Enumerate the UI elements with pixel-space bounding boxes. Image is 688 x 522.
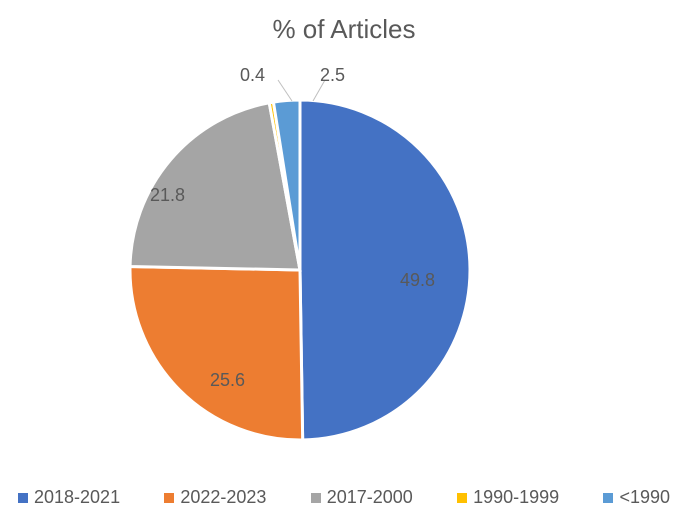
legend-item-2018-2021: 2018-2021 bbox=[18, 487, 120, 508]
pie-slice bbox=[130, 267, 303, 440]
slice-label-21-8: 21.8 bbox=[150, 185, 185, 206]
legend-swatch-icon bbox=[164, 493, 174, 503]
pie-slice bbox=[300, 100, 470, 440]
slice-label-2-5: 2.5 bbox=[320, 65, 345, 86]
slice-label-49-8: 49.8 bbox=[400, 270, 435, 291]
legend-item-lt-1990: <1990 bbox=[603, 487, 670, 508]
slice-label-25-6: 25.6 bbox=[210, 370, 245, 391]
legend-swatch-icon bbox=[457, 493, 467, 503]
legend-swatch-icon bbox=[311, 493, 321, 503]
legend-label: <1990 bbox=[619, 487, 670, 508]
leader-line bbox=[278, 80, 292, 101]
leader-lines bbox=[278, 80, 325, 101]
pie-chart-container: % of Articles 49.8 25.6 21.8 0.4 2.5 201… bbox=[0, 0, 688, 522]
legend-item-2017-2000: 2017-2000 bbox=[311, 487, 413, 508]
legend-item-1990-1999: 1990-1999 bbox=[457, 487, 559, 508]
slice-label-0-4: 0.4 bbox=[240, 65, 265, 86]
legend-label: 2017-2000 bbox=[327, 487, 413, 508]
legend-label: 2018-2021 bbox=[34, 487, 120, 508]
legend-swatch-icon bbox=[603, 493, 613, 503]
legend-item-2022-2023: 2022-2023 bbox=[164, 487, 266, 508]
legend: 2018-2021 2022-2023 2017-2000 1990-1999 … bbox=[18, 487, 670, 508]
legend-label: 2022-2023 bbox=[180, 487, 266, 508]
legend-label: 1990-1999 bbox=[473, 487, 559, 508]
legend-swatch-icon bbox=[18, 493, 28, 503]
